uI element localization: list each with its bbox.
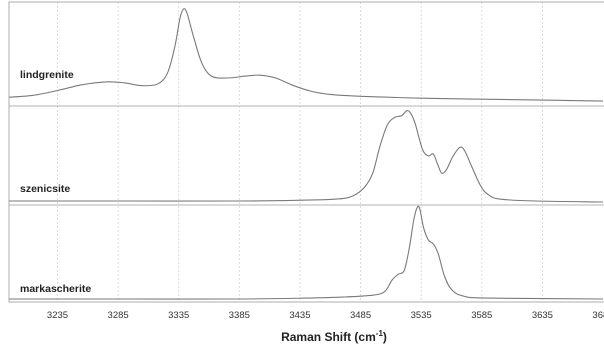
x-axis-title: Raman Shift (cm-1) [281,329,387,344]
panel-separators [9,105,604,206]
plot-frame [8,1,604,303]
series-line-lindgrenite [8,8,604,102]
x-tick-label: 3235 [47,310,68,321]
series-line-markascherite [9,205,604,300]
x-tick-label: 3585 [471,310,492,321]
x-tick-label: 3335 [168,310,189,321]
series-line-szenicsite [9,110,604,203]
x-axis-title-text: Raman Shift (cm [281,330,376,344]
series-label-markascherite: markascherite [20,283,91,295]
x-tick-label: 3385 [229,310,250,321]
series-labels: lindgrenite szenicsite markascherite [20,69,91,295]
x-tick-label: 3635 [532,310,553,321]
grid [57,2,543,302]
x-axis-title-superscript: -1 [376,329,384,338]
x-tick-label: 3485 [350,310,371,321]
x-tick-label: 3435 [289,310,310,321]
series-traces [8,8,604,300]
x-tick-labels: 3235 3285 3335 3385 3435 3485 3535 3585 3635 3685 [47,310,604,321]
series-label-lindgrenite: lindgrenite [20,69,74,81]
series-label-szenicsite: szenicsite [20,183,70,195]
x-axis-title-suffix: ) [383,330,387,344]
x-tick-label: 3685 [592,310,604,321]
x-tick-label: 3285 [108,310,129,321]
x-tick-label: 3535 [411,310,432,321]
